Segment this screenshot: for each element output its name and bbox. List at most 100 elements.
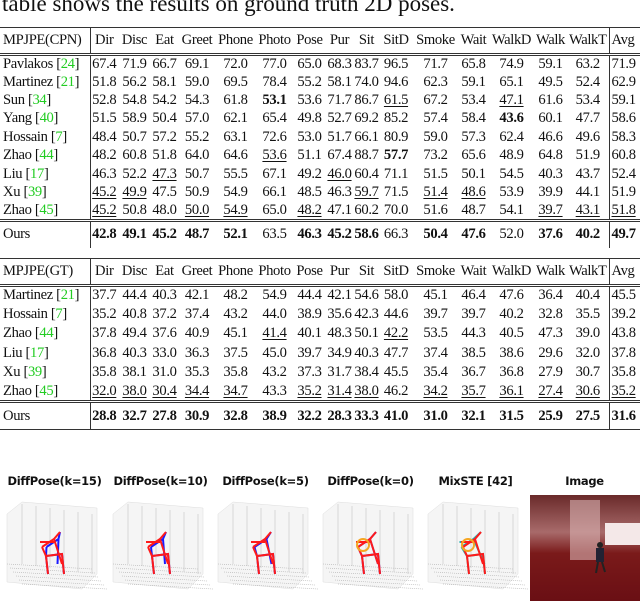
- cell-disc: 49.9: [118, 183, 151, 201]
- citation-link[interactable]: 21: [60, 73, 75, 90]
- cell-wait: 59.1: [458, 73, 489, 91]
- citation-link[interactable]: 17: [30, 165, 44, 182]
- citation-link[interactable]: 45: [39, 382, 54, 399]
- cell-value: 60.2: [354, 201, 379, 218]
- cell-walkd: 53.9: [489, 183, 534, 201]
- column-header-phone: Phone: [218, 32, 253, 48]
- citation-link[interactable]: 39: [27, 364, 42, 381]
- cell-value: 37.8: [611, 344, 636, 361]
- cell-walk: 59.1: [534, 55, 567, 74]
- cell-value: 36.7: [461, 364, 486, 381]
- cell-value: 57.3: [461, 128, 486, 145]
- cell-value: 49.8: [297, 110, 322, 127]
- cell-phone: 62.1: [216, 110, 255, 128]
- cell-value: 40.3: [152, 287, 177, 304]
- cell-value: 36.3: [184, 344, 210, 361]
- cell-value: 83.7: [354, 56, 379, 72]
- cell-walkd: 62.4: [489, 128, 534, 146]
- highlight-circle: [356, 538, 370, 552]
- citation-link[interactable]: 39: [27, 184, 42, 201]
- cell-avg: 60.8: [608, 146, 640, 165]
- table-row: Yang [40] 51.5 58.9 50.4 57.0 62.1 65.4 49.8 52.…: [0, 109, 640, 129]
- cell-pur: 58.1: [325, 73, 354, 91]
- cell-photo: 53.6: [255, 147, 294, 165]
- cell-value: 44.1: [575, 184, 600, 201]
- cell-value: 36.8: [92, 344, 117, 361]
- cell-photo: 54.9: [255, 286, 294, 305]
- cell-eat: 48.0: [151, 202, 178, 221]
- cell-value: 54.8: [122, 92, 147, 109]
- cell-value: 37.6: [152, 325, 177, 342]
- citation-link[interactable]: 44: [39, 147, 54, 164]
- column-header-sitd: SitD: [383, 32, 409, 48]
- cell-pose: 53.6: [294, 91, 325, 109]
- cell-eat: 47.5: [151, 183, 178, 201]
- cell-value: 50.4: [423, 226, 448, 243]
- cell-value: 48.2: [223, 287, 248, 304]
- cell-value: 40.4: [575, 287, 600, 304]
- citation-link[interactable]: 17: [30, 344, 44, 361]
- cell-value: 52.1: [223, 226, 248, 243]
- cell-avg: 51.8: [608, 201, 640, 221]
- cell-walk: 39.7: [534, 202, 567, 221]
- cell-sitd: 66.3: [379, 220, 413, 248]
- cell-smoke: 51.5: [413, 165, 458, 183]
- cell-phone: 32.8: [216, 402, 255, 430]
- cell-pur: 46.0: [325, 165, 354, 183]
- cell-value: 49.1: [122, 226, 147, 243]
- table-row: Martinez [21] 51.8 56.2 58.1 59.0 69.5 78.4 55.…: [0, 73, 640, 92]
- citation-link[interactable]: 7: [55, 306, 63, 323]
- method-label: Zhao: [3, 147, 32, 164]
- cell-value: 59.7: [354, 184, 379, 201]
- citation-link[interactable]: 21: [60, 287, 75, 304]
- cell-pose: 39.7: [294, 344, 325, 363]
- citation-link[interactable]: 44: [39, 325, 54, 342]
- citation-link[interactable]: 45: [39, 201, 54, 218]
- citation-link[interactable]: 7: [55, 128, 63, 145]
- cell-value: 35.8: [92, 364, 117, 381]
- scene-illustration: [570, 500, 640, 574]
- cell-value: 35.2: [297, 382, 322, 399]
- cell-phone: 63.1: [216, 128, 255, 146]
- cell-value: 43.2: [262, 364, 287, 381]
- cell-value: 52.0: [499, 226, 524, 243]
- cell-avg: 49.7: [608, 220, 640, 249]
- cell-value: 74.0: [354, 73, 379, 90]
- cell-value: 47.3: [538, 325, 563, 342]
- cell-value: 46.2: [383, 382, 409, 399]
- cell-wait: 65.8: [458, 55, 489, 74]
- cell-value: 49.5: [538, 73, 563, 90]
- citation-link[interactable]: 34: [32, 92, 47, 109]
- table-row: Xu [39] 45.2 49.9 47.5 50.9 54.9 66.1 48.5 46.3 5…: [0, 183, 640, 202]
- cell-value: 36.1: [499, 382, 524, 399]
- cell-value: 51.9: [575, 147, 600, 164]
- cell-sit: 59.7: [354, 183, 379, 201]
- cell-disc: 60.8: [118, 147, 151, 165]
- cell-smoke: 57.4: [413, 110, 458, 128]
- cell-value: 50.4: [152, 110, 177, 127]
- cell-phone: 61.8: [216, 91, 255, 109]
- cell-sitd: 44.6: [379, 305, 413, 324]
- method-label: Pavlakos: [3, 56, 53, 72]
- cell-greet: 64.0: [178, 147, 216, 165]
- cell-phone: 54.9: [216, 183, 255, 201]
- cell-value: 44.6: [383, 306, 409, 323]
- citation-link[interactable]: 40: [39, 110, 54, 127]
- cell-value: 35.8: [611, 364, 636, 381]
- cell-value: 63.2: [575, 56, 600, 72]
- column-header-walk: Walk: [535, 263, 566, 279]
- cell-pur: 48.3: [325, 324, 354, 343]
- cell-value: 46.4: [461, 287, 486, 304]
- cell-smoke: 59.0: [413, 128, 458, 146]
- cell-value: 34.4: [184, 382, 210, 399]
- cell-value: 42.8: [92, 226, 117, 243]
- cell-avg: 35.8: [608, 363, 640, 383]
- cell-wait: 47.6: [458, 220, 489, 248]
- cell-photo: 65.4: [255, 110, 294, 128]
- image-label: Image: [565, 474, 604, 488]
- cell-value: 50.7: [122, 128, 147, 145]
- table-header-row: MPJPE(CPN) Dir Disc Eat Greet Phone Photo Pose P…: [0, 27, 640, 55]
- cell-value: 35.3: [184, 364, 210, 381]
- citation-link[interactable]: 24: [60, 56, 75, 72]
- cell-value: 42.3: [354, 306, 379, 323]
